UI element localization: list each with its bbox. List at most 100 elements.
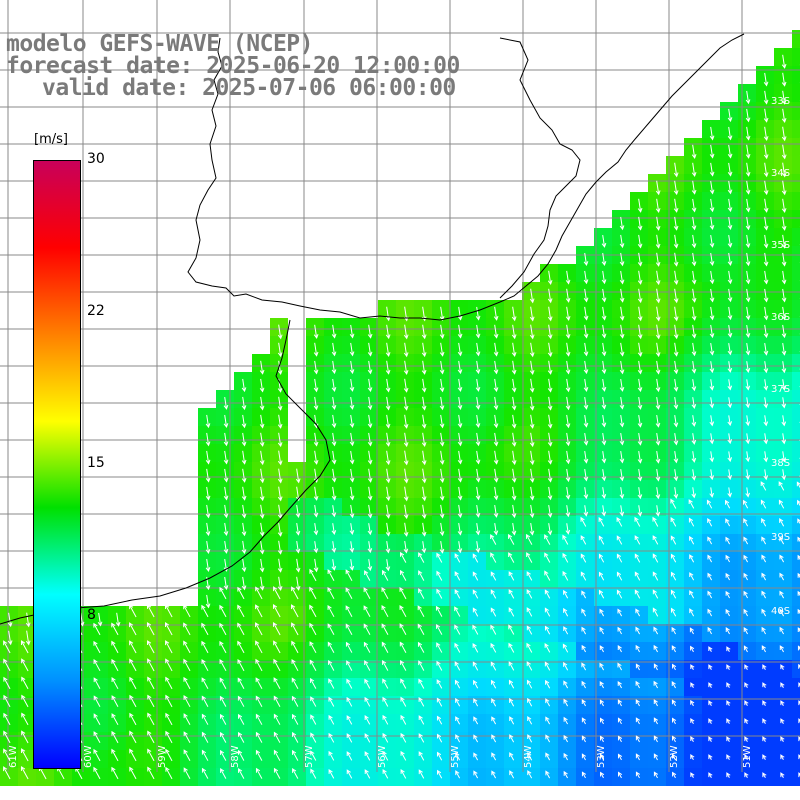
lat-label: 33S [771, 96, 791, 107]
wind-arrow [673, 469, 679, 482]
wind-arrow [183, 749, 191, 762]
wind-arrow [565, 468, 571, 483]
wind-arrow [779, 590, 785, 599]
wind-arrow [205, 522, 211, 537]
wind-arrow [511, 504, 517, 519]
wind-arrow [598, 571, 605, 581]
wind-arrow [727, 108, 733, 123]
wind-arrow [223, 468, 229, 483]
wind-arrow [345, 623, 353, 635]
wind-arrow [779, 572, 785, 581]
wind-arrow [457, 396, 463, 410]
wind-arrow [165, 622, 173, 636]
wind-arrow [526, 552, 533, 563]
lon-label: 56W [377, 745, 388, 768]
wind-arrow [619, 234, 625, 249]
wind-arrow [727, 252, 733, 266]
wind-arrow [600, 771, 605, 779]
wind-arrow [493, 432, 499, 447]
wind-arrow [691, 342, 697, 357]
wind-arrow [691, 162, 697, 177]
wind-arrow [457, 504, 463, 519]
wind-arrow [273, 767, 281, 779]
title-forecast-date: forecast date: 2025-06-20 12:00:00 [6, 53, 460, 79]
wind-arrow [527, 697, 533, 707]
wind-arrow [223, 414, 229, 429]
wind-arrow [511, 342, 517, 357]
wind-arrow [763, 361, 769, 374]
wind-arrow [219, 640, 227, 654]
wind-arrow [111, 713, 119, 726]
wind-cell [792, 390, 800, 408]
wind-arrow [655, 414, 661, 428]
wind-arrow [726, 700, 731, 707]
wind-arrow [439, 468, 445, 483]
coastline-north [187, 33, 745, 321]
wind-arrow [653, 735, 659, 743]
wind-arrow [273, 731, 281, 743]
wind-cell [792, 48, 800, 66]
wind-arrow [147, 658, 155, 672]
wind-arrow [455, 752, 461, 761]
wind-arrow [255, 586, 263, 600]
wind-arrow [726, 736, 731, 743]
lon-label: 55W [450, 745, 461, 768]
wind-arrow [508, 533, 515, 545]
wind-arrow [241, 486, 247, 501]
wind-arrow [237, 622, 245, 636]
wind-arrow [673, 234, 679, 249]
wind-arrow [21, 658, 29, 672]
wind-arrow [295, 558, 301, 573]
wind-arrow [295, 468, 301, 484]
wind-arrow [670, 498, 677, 509]
wind-arrow [205, 450, 211, 465]
wind-arrow [493, 342, 499, 357]
wind-arrow [439, 414, 445, 429]
wind-arrow [778, 481, 785, 491]
wind-arrow [241, 450, 247, 465]
wind-arrow [690, 772, 695, 779]
wind-arrow [761, 645, 766, 653]
wind-arrow [727, 324, 733, 338]
wind-arrow [601, 342, 607, 357]
wind-arrow [367, 523, 373, 536]
wind-arrow [725, 590, 731, 599]
wind-arrow [457, 432, 463, 447]
wind-arrow [259, 540, 265, 555]
wind-arrow [277, 450, 283, 466]
wind-arrow [313, 360, 319, 375]
wind-arrow [673, 306, 679, 322]
wind-arrow [328, 678, 335, 689]
wind-arrow [455, 734, 461, 743]
wind-arrow [367, 468, 373, 483]
wind-arrow [529, 414, 535, 429]
wind-arrow [635, 753, 641, 761]
wind-arrow [761, 626, 767, 635]
wind-arrow [183, 658, 191, 672]
wind-arrow [111, 677, 119, 690]
wind-arrow [367, 486, 373, 501]
wind-arrow [472, 661, 479, 671]
wind-arrow [147, 766, 155, 780]
colorbar-tick-22: 22 [87, 303, 105, 319]
wind-arrow [599, 699, 605, 707]
wind-arrow [241, 522, 247, 537]
wind-arrow [601, 378, 607, 392]
wind-arrow [349, 342, 355, 357]
wind-arrow [655, 270, 661, 286]
wind-arrow [635, 626, 641, 635]
wind-arrow [529, 396, 535, 411]
wind-arrow [259, 558, 265, 573]
wind-arrow [436, 642, 443, 653]
wind-arrow [761, 554, 767, 563]
wind-arrow [619, 505, 625, 517]
wind-arrow [223, 396, 229, 410]
wind-arrow [671, 681, 676, 689]
wind-arrow [763, 433, 769, 445]
wind-arrow [709, 415, 715, 427]
lat-label: 34S [771, 168, 791, 179]
wind-arrow [255, 695, 263, 707]
wind-arrow [385, 414, 391, 429]
wind-arrow [346, 715, 353, 725]
wind-cell [792, 336, 800, 354]
